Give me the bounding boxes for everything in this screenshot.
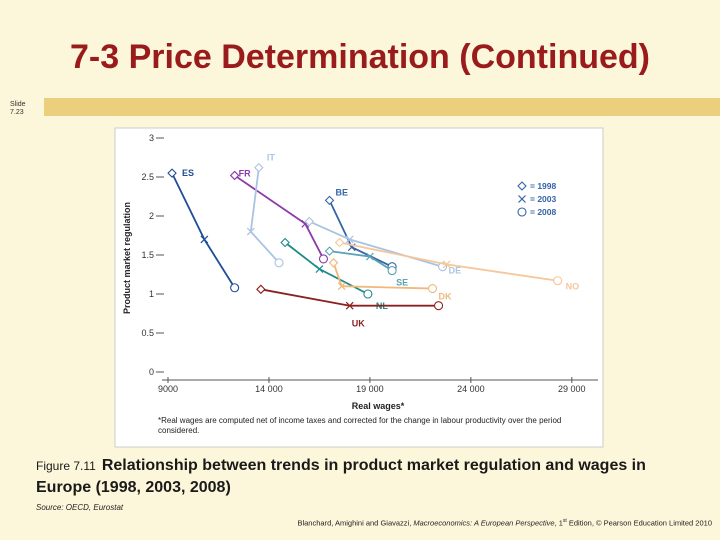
point-2003 xyxy=(345,301,354,310)
source-note: Source: OECD, Eurostat xyxy=(36,503,124,512)
series-uk: UK xyxy=(256,284,444,329)
y-tick-label: 3 xyxy=(149,133,154,143)
series-label: NO xyxy=(566,282,580,292)
point-1998 xyxy=(254,162,264,173)
point-1998 xyxy=(517,181,527,191)
citation-suffix: Edition, © Pearson Education Limited 201… xyxy=(566,518,712,528)
point-2003-stroke xyxy=(442,260,451,269)
series-label: IT xyxy=(267,153,276,163)
point-2003 xyxy=(365,252,374,261)
point-1998 xyxy=(324,195,335,206)
x-tick-label: 9000 xyxy=(158,384,178,394)
legend-entry: = 2008 xyxy=(530,207,557,217)
figure-caption-text: Relationship between trends in product m… xyxy=(36,457,646,496)
point-2008 xyxy=(553,276,563,286)
series-label: FR xyxy=(239,168,251,178)
point-2003 xyxy=(315,265,324,273)
citation-sup: st xyxy=(562,518,567,524)
point-2008 xyxy=(427,283,438,294)
legend-entry: = 1998 xyxy=(530,181,557,191)
x-axis-label: Real wages* xyxy=(352,401,405,411)
citation-book: Macroeconomics: A European Perspective xyxy=(413,518,555,528)
point-1998 xyxy=(167,168,177,178)
point-2008 xyxy=(517,207,527,217)
title-rule xyxy=(44,98,720,116)
slide-number: Slide 7.23 xyxy=(10,101,26,116)
chart: 0 0.5 1 1.5 2 2.5 3 9000 14 000 19 000 24 000 29 00… xyxy=(114,127,604,448)
point-2003 xyxy=(337,282,346,291)
point-2008 xyxy=(434,301,444,311)
legend: = 1998 = 2003 = 2008 xyxy=(517,181,557,217)
series-label: DK xyxy=(438,292,451,302)
series-es: ES xyxy=(167,168,240,293)
point-2003-stroke xyxy=(345,301,354,310)
point-1998 xyxy=(304,216,315,227)
point-2003 xyxy=(345,235,354,244)
point-1998 xyxy=(256,284,266,295)
point-1998 xyxy=(334,237,345,248)
point-2003-stroke xyxy=(200,235,209,244)
point-1998 xyxy=(324,246,335,256)
series-label: ES xyxy=(182,168,194,178)
point-2008 xyxy=(230,283,240,293)
x-tick-label: 24 000 xyxy=(457,384,485,394)
point-2008 xyxy=(274,258,284,268)
point-2003 xyxy=(442,260,451,269)
citation: Blanchard, Amighini and Giavazzi, Macroe… xyxy=(297,518,712,528)
point-2003 xyxy=(246,227,255,236)
series-label: UK xyxy=(352,319,365,329)
chart-footnote: *Real wages are computed net of income t… xyxy=(158,416,562,435)
y-tick-label: 2 xyxy=(149,211,154,221)
y-tick-label: 1 xyxy=(149,289,154,299)
y-tick-label: 0 xyxy=(149,367,154,377)
series-label: DE xyxy=(449,266,462,276)
chart-footnote-box: *Real wages are computed net of income t… xyxy=(158,416,562,435)
y-tick-label: 1.5 xyxy=(141,250,154,260)
point-2003-stroke xyxy=(337,282,346,291)
point-2008 xyxy=(363,289,373,299)
point-2003-stroke xyxy=(365,252,374,261)
point-2003-stroke xyxy=(518,195,526,203)
point-2003-stroke xyxy=(246,227,255,236)
y-tick-label: 0.5 xyxy=(141,328,154,338)
series-it: IT xyxy=(246,153,284,268)
slide-title: 7-3 Price Determination (Continued) xyxy=(70,38,650,76)
x-tick-label: 14 000 xyxy=(255,384,283,394)
series-label: BE xyxy=(336,187,349,197)
series-se: SE xyxy=(324,246,408,288)
point-2003-stroke xyxy=(315,265,324,273)
series-label: SE xyxy=(396,278,408,288)
axes: 0 0.5 1 1.5 2 2.5 3 9000 14 000 19 000 24 000 29 00… xyxy=(141,133,598,394)
point-2003-stroke xyxy=(345,235,354,244)
point-1998 xyxy=(328,258,339,268)
point-2008 xyxy=(318,254,329,264)
point-2003 xyxy=(200,235,209,244)
series-no: NO xyxy=(334,237,580,292)
series-dk: DK xyxy=(328,258,452,302)
y-axis-label: Product market regulation xyxy=(122,202,132,314)
point-2008 xyxy=(387,266,397,276)
y-tick-label: 2.5 xyxy=(141,172,154,182)
legend-entry: = 2003 xyxy=(530,194,557,204)
point-2003 xyxy=(518,195,526,203)
point-1998 xyxy=(229,170,240,181)
citation-edition: , 1 xyxy=(554,518,563,528)
x-tick-label: 29 000 xyxy=(558,384,586,394)
figure-caption: Figure 7.11 Relationship between trends i… xyxy=(36,455,676,499)
x-tick-label: 19 000 xyxy=(356,384,384,394)
citation-prefix: Blanchard, Amighini and Giavazzi, xyxy=(297,518,414,528)
figure-number: Figure 7.11 xyxy=(36,459,96,473)
point-1998 xyxy=(280,237,290,248)
